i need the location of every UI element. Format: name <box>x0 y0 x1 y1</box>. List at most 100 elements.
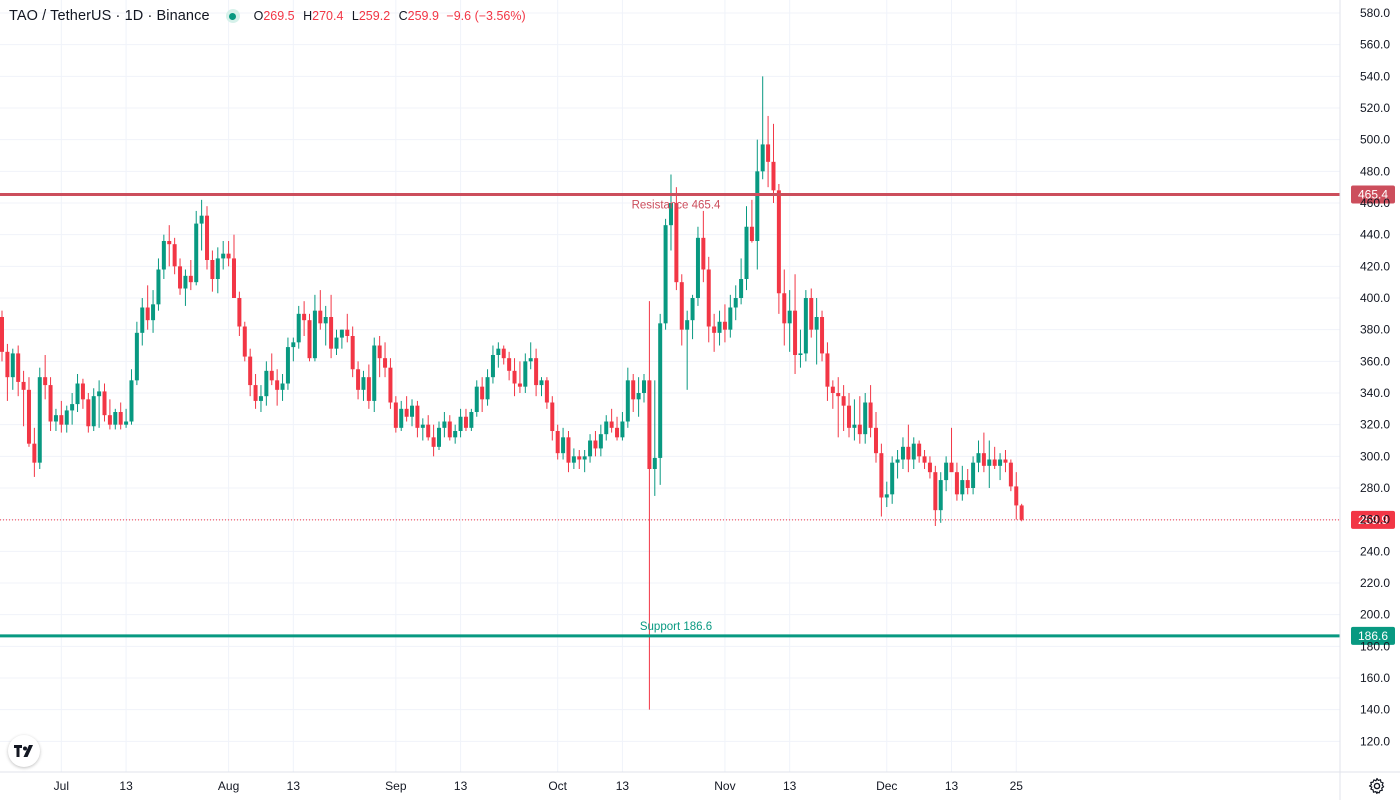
candle-body <box>981 453 986 466</box>
candle-down <box>954 462 959 501</box>
candle-up <box>264 361 269 406</box>
candle-body <box>372 345 377 401</box>
candle-body <box>453 431 458 438</box>
candle-down <box>226 241 231 267</box>
time-tick-label: Nov <box>714 779 735 793</box>
candle-body <box>16 353 21 382</box>
candle-down <box>118 402 123 430</box>
candle-body <box>593 440 598 449</box>
candle-body <box>480 386 485 400</box>
candle-body <box>863 402 868 435</box>
candle-down <box>172 237 177 275</box>
candle-down <box>906 424 911 473</box>
candle-down <box>776 184 781 314</box>
candle-down <box>48 377 53 432</box>
candle-series <box>0 76 1024 710</box>
gear-icon[interactable] <box>1368 777 1386 795</box>
candle-up <box>285 337 290 390</box>
candle-up <box>863 393 868 444</box>
candle-body <box>194 223 199 283</box>
candle-body <box>857 424 862 435</box>
candle-down <box>836 377 841 438</box>
candle-down <box>712 313 717 352</box>
candle-up <box>571 448 576 470</box>
candle-body <box>485 377 490 400</box>
candle-down <box>1019 503 1024 522</box>
candle-down <box>43 355 48 400</box>
candle-up <box>658 313 663 485</box>
candle-body <box>140 307 145 333</box>
candle-body <box>798 353 803 356</box>
candle-body <box>604 421 609 435</box>
candle-body <box>1014 486 1019 506</box>
candle-up <box>976 440 981 473</box>
price-axis: 120.0 140.0 160.0 180.0 200.0 220.0 240.0 260.0… <box>1339 0 1390 800</box>
candle-body <box>32 443 37 463</box>
candle-down <box>377 336 382 378</box>
candle-down <box>679 274 684 346</box>
high-label: H <box>303 9 313 23</box>
candle-up <box>636 377 641 417</box>
candle-body <box>361 377 366 390</box>
candle-body <box>37 377 42 463</box>
candle-body <box>793 310 798 356</box>
candle-body <box>75 383 80 405</box>
candle-body <box>469 412 474 428</box>
candle-body <box>307 320 312 359</box>
candle-down <box>544 377 549 409</box>
candle-body <box>258 396 263 401</box>
candle-up <box>987 440 992 488</box>
candle-body <box>188 275 193 283</box>
candle-down <box>0 310 4 362</box>
candle-up <box>194 210 199 286</box>
candle-body <box>118 412 123 425</box>
candle-body <box>927 462 932 473</box>
candle-body <box>178 266 183 289</box>
time-tick-label: Dec <box>876 779 897 793</box>
candle-up <box>221 241 226 270</box>
candle-up <box>199 199 204 251</box>
candle-up <box>496 342 501 368</box>
candle-down <box>1003 450 1008 473</box>
candle-down <box>922 450 927 470</box>
price-tick-label: 560.0 <box>1360 38 1390 52</box>
candle-body <box>161 241 166 270</box>
candle-body <box>318 310 323 324</box>
candle-up <box>620 412 625 441</box>
candle-up <box>361 370 366 401</box>
candle-body <box>393 402 398 428</box>
price-tick-label: 200.0 <box>1360 608 1390 622</box>
price-tick-label: 120.0 <box>1360 734 1390 748</box>
candle-body <box>814 317 819 330</box>
candle-up <box>528 342 533 370</box>
candle-body <box>911 443 916 460</box>
candle-down <box>873 412 878 463</box>
candle-body <box>695 237 700 299</box>
market-status-icon <box>225 9 240 23</box>
candle-up <box>296 305 301 349</box>
symbol-title[interactable]: TAO / TetherUS · 1D · Binance <box>9 8 210 24</box>
candle-up <box>339 329 344 349</box>
candle-up <box>97 380 102 428</box>
candle-up <box>134 321 139 386</box>
candle-body <box>415 405 420 428</box>
price-tick-label: 160.0 <box>1360 671 1390 685</box>
candle-body <box>749 226 754 242</box>
candle-body <box>1019 505 1024 520</box>
low-value: 259.2 <box>358 9 391 23</box>
candle-body <box>830 386 835 394</box>
candle-body <box>383 358 388 368</box>
candle-body <box>776 190 781 294</box>
candle-down <box>21 370 26 427</box>
tradingview-logo-icon[interactable] <box>8 735 40 767</box>
price-tick-label: 580.0 <box>1360 6 1390 20</box>
candle-up <box>291 337 296 362</box>
ohlc-values: O269.5 H270.4 L259.2 C259.9 −9.6 (−3.56%… <box>254 9 526 23</box>
candle-body <box>291 342 296 348</box>
candle-up <box>161 234 166 280</box>
candle-body <box>760 144 765 172</box>
candle-up <box>960 465 965 501</box>
chart-grid <box>0 0 1340 772</box>
candle-body <box>242 326 247 357</box>
